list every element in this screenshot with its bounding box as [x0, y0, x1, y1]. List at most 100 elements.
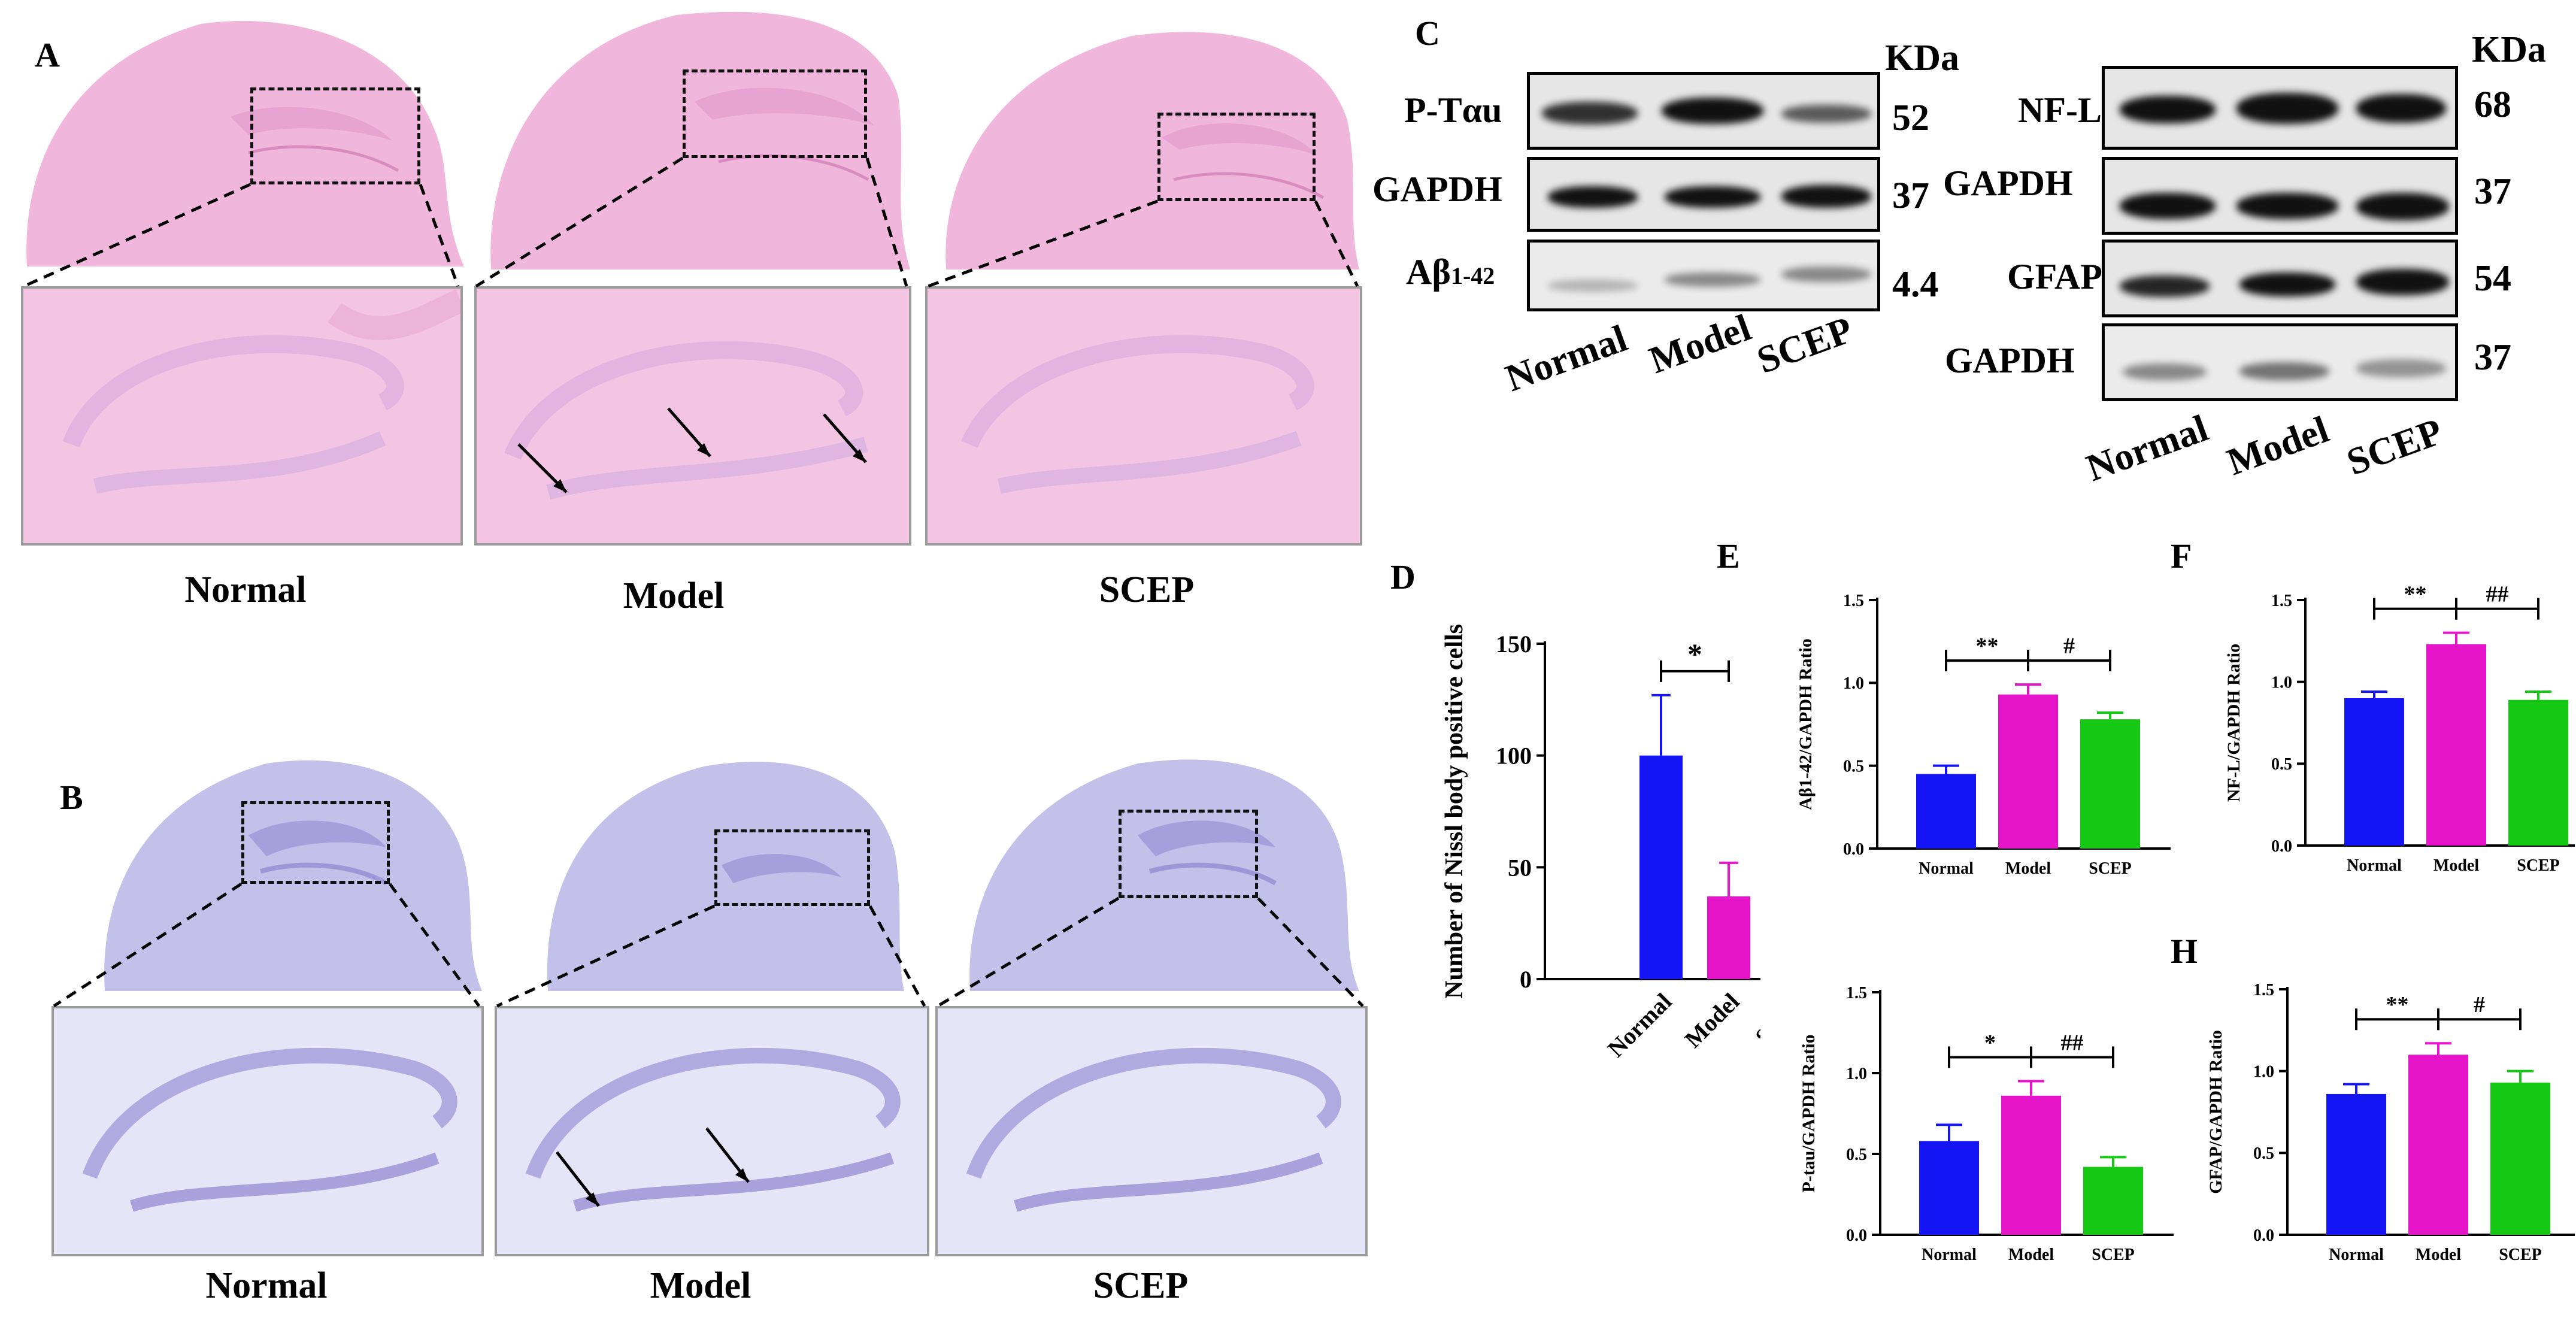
- bar-scep: [2508, 699, 2568, 846]
- y-tick-label: 0: [1520, 966, 1532, 993]
- x-tick-label: Normal: [1922, 1246, 1977, 1264]
- wb-label-nfl: NF-L: [2018, 90, 2102, 130]
- wb-size-ptau: 52: [1892, 98, 1929, 138]
- y-axis-label: Aβ1-42/GAPDH Ratio: [1796, 638, 1816, 810]
- chart-e: 0.0 0.5 1.0 1.5 Aβ1-42/GAPDH Ratio Normal Mode…: [1796, 592, 2171, 878]
- nissl-roi-box-model: [714, 829, 870, 906]
- y-axis-label: P-tau/GAPDH Ratio: [1799, 1034, 1819, 1192]
- wb-lane-model-right: Model: [2222, 407, 2334, 484]
- he-label-model: Model: [623, 575, 725, 616]
- wb-label-gapdh-right-1: GAPDH: [1943, 163, 2073, 203]
- x-tick-label: Normal: [2347, 856, 2402, 875]
- nissl-roi-box-normal: [241, 801, 390, 884]
- y-tick-label: 50: [1508, 854, 1532, 881]
- wb-label-gapdh-right-2: GAPDH: [1945, 341, 2075, 380]
- wb-lane-scep-left: SCEP: [1751, 308, 1859, 382]
- significance-label: #: [2063, 634, 2075, 659]
- y-tick-label: 1.5: [1843, 592, 1864, 610]
- x-tick-label: Model: [2433, 856, 2479, 875]
- bar-normal: [1919, 1141, 1979, 1235]
- bar-normal: [1639, 755, 1683, 979]
- bar-model: [2001, 1095, 2061, 1235]
- significance-label: ##: [2061, 1031, 2084, 1056]
- blot-gapdh-left: [1527, 157, 1880, 232]
- wb-size-gfap: 54: [2474, 258, 2511, 299]
- nissl-section-model: [542, 752, 904, 991]
- significance-label: **: [2404, 582, 2427, 607]
- bar-model: [1998, 694, 2058, 849]
- blot-nfl: [2102, 66, 2458, 150]
- y-tick-label: 0.5: [1846, 1146, 1867, 1164]
- bar-scep: [2490, 1082, 2550, 1235]
- he-zoom-model: [474, 286, 911, 546]
- blot-ptau: [1527, 72, 1880, 150]
- wb-kda-label-right: KDa: [2472, 29, 2546, 70]
- nissl-zoom-normal: [51, 1006, 484, 1256]
- he-section-scep: [934, 24, 1359, 269]
- y-axis-label: Number of Nissl body positive cells: [1441, 624, 1468, 999]
- x-tick-label: Model: [2008, 1246, 2054, 1264]
- he-roi-box-normal: [250, 87, 420, 184]
- wb-label-gfap: GFAP: [2007, 257, 2102, 296]
- blot-gfap: [2102, 240, 2458, 317]
- y-tick-label: 100: [1496, 743, 1532, 769]
- y-tick-label: 0.0: [2253, 1226, 2274, 1245]
- x-tick-label: SCEP: [2499, 1246, 2542, 1264]
- he-zoom-normal: [21, 286, 463, 546]
- nissl-zoom-scep: [935, 1006, 1368, 1256]
- y-tick-label: 0.5: [2253, 1144, 2274, 1163]
- significance-label: **: [2386, 992, 2409, 1017]
- wb-label-abeta: Aβ1-42: [1406, 252, 1495, 292]
- blot-gapdh-right-2: [2102, 323, 2458, 401]
- nissl-roi-box-scep: [1119, 810, 1258, 898]
- panel-label-b: B: [60, 778, 83, 817]
- y-tick-label: 1.5: [2253, 981, 2274, 999]
- bar-normal: [2344, 698, 2404, 846]
- y-axis-label: GFAP/GAPDH Ratio: [2206, 1030, 2226, 1194]
- wb-size-gapdh-left: 37: [1892, 175, 1929, 216]
- he-section-normal: [21, 15, 464, 269]
- he-roi-box-model: [683, 69, 867, 158]
- nissl-zoom-model: [495, 1006, 929, 1256]
- y-tick-label: 0.5: [2271, 755, 2292, 774]
- he-label-scep: SCEP: [1099, 569, 1195, 610]
- nissl-label-scep: SCEP: [1093, 1265, 1189, 1306]
- panel-label-a: A: [35, 35, 60, 74]
- x-tick-label: Normal: [2329, 1246, 2384, 1264]
- blot-abeta: [1527, 240, 1880, 311]
- panel-label-h: H: [2171, 932, 2198, 971]
- x-tick-label: Normal: [1919, 859, 1974, 878]
- bar-normal: [2326, 1093, 2386, 1235]
- bar-scep: [2080, 719, 2140, 849]
- y-tick-label: 150: [1496, 631, 1532, 658]
- x-tick-label: SCEP: [2517, 856, 2560, 875]
- nissl-section-scep: [964, 752, 1359, 991]
- panel-label-e: E: [1717, 537, 1740, 575]
- he-label-normal: Normal: [184, 569, 307, 610]
- chart-g: 0.0 0.5 1.0 1.5 P-tau/GAPDH Ratio Normal Model…: [1799, 984, 2174, 1264]
- wb-lane-normal-right: Normal: [2081, 406, 2214, 490]
- bar-scep: [2083, 1167, 2143, 1235]
- wb-label-gapdh-left: GAPDH: [1372, 169, 1502, 209]
- he-roi-box-scep: [1157, 113, 1316, 201]
- x-tick-label: SCEP: [1750, 988, 1760, 1050]
- wb-size-gapdh-right-1: 37: [2474, 171, 2511, 212]
- panel-label-c: C: [1415, 14, 1440, 53]
- y-tick-label: 1.0: [2271, 673, 2292, 692]
- panel-label-d: D: [1390, 558, 1416, 596]
- nissl-label-normal: Normal: [205, 1265, 328, 1306]
- bar-model: [1707, 896, 1750, 979]
- he-zoom-connectors: [23, 156, 1359, 288]
- y-tick-label: 1.0: [1843, 674, 1864, 693]
- x-tick-label: Model: [2416, 1246, 2461, 1264]
- y-tick-label: 1.5: [1846, 984, 1867, 1002]
- chart-h: 0.0 0.5 1.0 1.5 GFAP/GAPDH Ratio Normal Model S…: [2206, 981, 2575, 1264]
- x-tick-label: SCEP: [2092, 1246, 2135, 1264]
- blot-gapdh-right-1: [2102, 157, 2458, 235]
- y-tick-label: 1.0: [2253, 1062, 2274, 1081]
- nissl-zoom-connectors: [53, 882, 1364, 1008]
- y-tick-label: 0.0: [1846, 1226, 1867, 1245]
- wb-lane-model-left: Model: [1644, 305, 1756, 382]
- wb-size-gapdh-right-2: 37: [2474, 337, 2511, 378]
- y-tick-label: 0.0: [2271, 837, 2292, 856]
